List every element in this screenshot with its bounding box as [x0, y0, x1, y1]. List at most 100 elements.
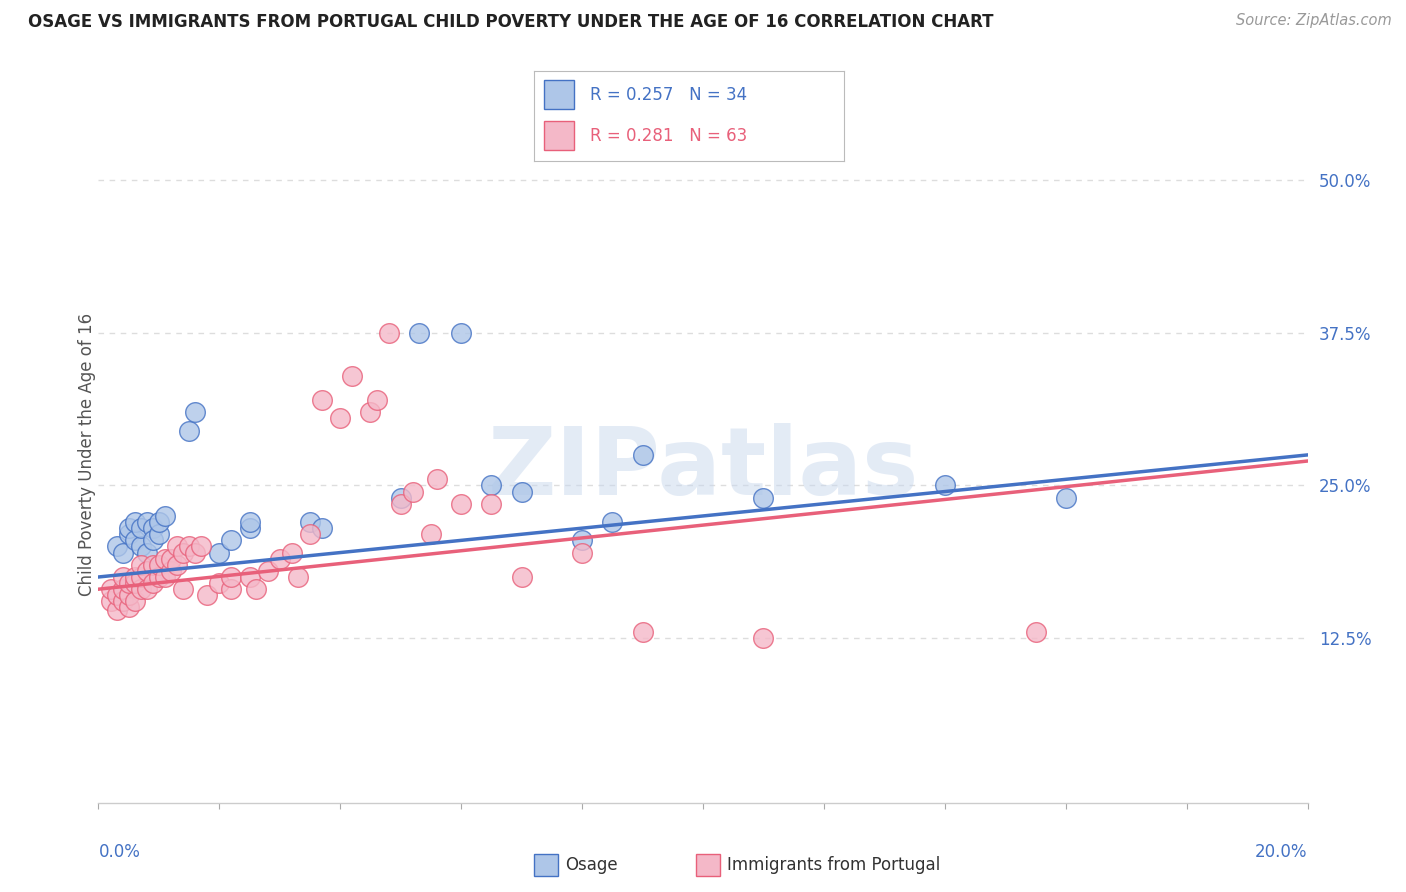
Point: [934, 478, 956, 492]
Point: [111, 594, 134, 608]
Point: [311, 521, 333, 535]
Point: [450, 497, 472, 511]
Point: [129, 558, 152, 572]
Point: [389, 491, 412, 505]
Point: [239, 515, 262, 529]
Point: [269, 551, 291, 566]
Point: [166, 558, 188, 572]
Point: [148, 558, 170, 572]
Point: [129, 540, 152, 554]
Point: [239, 521, 262, 535]
Point: [172, 545, 194, 559]
Text: ZIPatlas: ZIPatlas: [488, 423, 918, 515]
Point: [287, 570, 309, 584]
Point: [1054, 491, 1077, 505]
Point: [342, 368, 364, 383]
Point: [510, 484, 533, 499]
Point: [148, 570, 170, 584]
Point: [752, 491, 775, 505]
Text: Osage: Osage: [565, 856, 617, 874]
Point: [105, 588, 128, 602]
Point: [377, 326, 399, 340]
Point: [239, 570, 262, 584]
Point: [184, 545, 207, 559]
Point: [450, 326, 472, 340]
Point: [111, 545, 134, 559]
Point: [281, 545, 304, 559]
Point: [160, 564, 183, 578]
Text: 0.0%: 0.0%: [98, 843, 141, 861]
Point: [631, 448, 654, 462]
Point: [124, 570, 146, 584]
Point: [148, 515, 170, 529]
Point: [481, 478, 503, 492]
Point: [100, 582, 122, 597]
Point: [118, 588, 141, 602]
Point: [124, 533, 146, 548]
Point: [510, 570, 533, 584]
Point: [142, 576, 165, 591]
Point: [153, 551, 176, 566]
Point: [172, 582, 194, 597]
Point: [602, 515, 624, 529]
FancyBboxPatch shape: [544, 80, 575, 109]
Point: [135, 545, 157, 559]
Point: [1024, 624, 1046, 639]
Point: [124, 594, 146, 608]
Point: [184, 405, 207, 419]
Point: [118, 521, 141, 535]
Point: [179, 540, 201, 554]
Point: [111, 582, 134, 597]
Y-axis label: Child Poverty Under the Age of 16: Child Poverty Under the Age of 16: [79, 313, 96, 597]
Point: [571, 545, 593, 559]
Point: [190, 540, 212, 554]
Point: [366, 392, 388, 407]
Point: [208, 545, 231, 559]
Point: [129, 521, 152, 535]
Point: [389, 497, 412, 511]
Point: [124, 576, 146, 591]
Point: [245, 582, 267, 597]
Text: R = 0.281   N = 63: R = 0.281 N = 63: [591, 128, 747, 145]
Point: [142, 521, 165, 535]
Point: [135, 582, 157, 597]
Point: [135, 515, 157, 529]
Point: [135, 564, 157, 578]
Text: OSAGE VS IMMIGRANTS FROM PORTUGAL CHILD POVERTY UNDER THE AGE OF 16 CORRELATION : OSAGE VS IMMIGRANTS FROM PORTUGAL CHILD …: [28, 13, 994, 31]
Point: [311, 392, 333, 407]
Point: [752, 631, 775, 645]
Point: [142, 533, 165, 548]
Point: [105, 603, 128, 617]
Point: [153, 570, 176, 584]
Point: [360, 405, 382, 419]
Point: [221, 570, 243, 584]
Point: [402, 484, 425, 499]
Point: [221, 533, 243, 548]
Point: [408, 326, 430, 340]
Point: [426, 472, 449, 486]
Point: [142, 558, 165, 572]
Point: [124, 515, 146, 529]
Text: Source: ZipAtlas.com: Source: ZipAtlas.com: [1236, 13, 1392, 29]
Text: 20.0%: 20.0%: [1256, 843, 1308, 861]
Point: [118, 576, 141, 591]
FancyBboxPatch shape: [544, 121, 575, 150]
Point: [160, 551, 183, 566]
Point: [129, 570, 152, 584]
Text: Immigrants from Portugal: Immigrants from Portugal: [727, 856, 941, 874]
Point: [111, 570, 134, 584]
Point: [631, 624, 654, 639]
Point: [299, 515, 322, 529]
Point: [299, 527, 322, 541]
Point: [208, 576, 231, 591]
Point: [153, 508, 176, 523]
Point: [329, 411, 352, 425]
Text: R = 0.257   N = 34: R = 0.257 N = 34: [591, 87, 747, 104]
Point: [166, 540, 188, 554]
Point: [148, 527, 170, 541]
Point: [420, 527, 443, 541]
Point: [256, 564, 278, 578]
Point: [100, 594, 122, 608]
Point: [105, 540, 128, 554]
Point: [221, 582, 243, 597]
